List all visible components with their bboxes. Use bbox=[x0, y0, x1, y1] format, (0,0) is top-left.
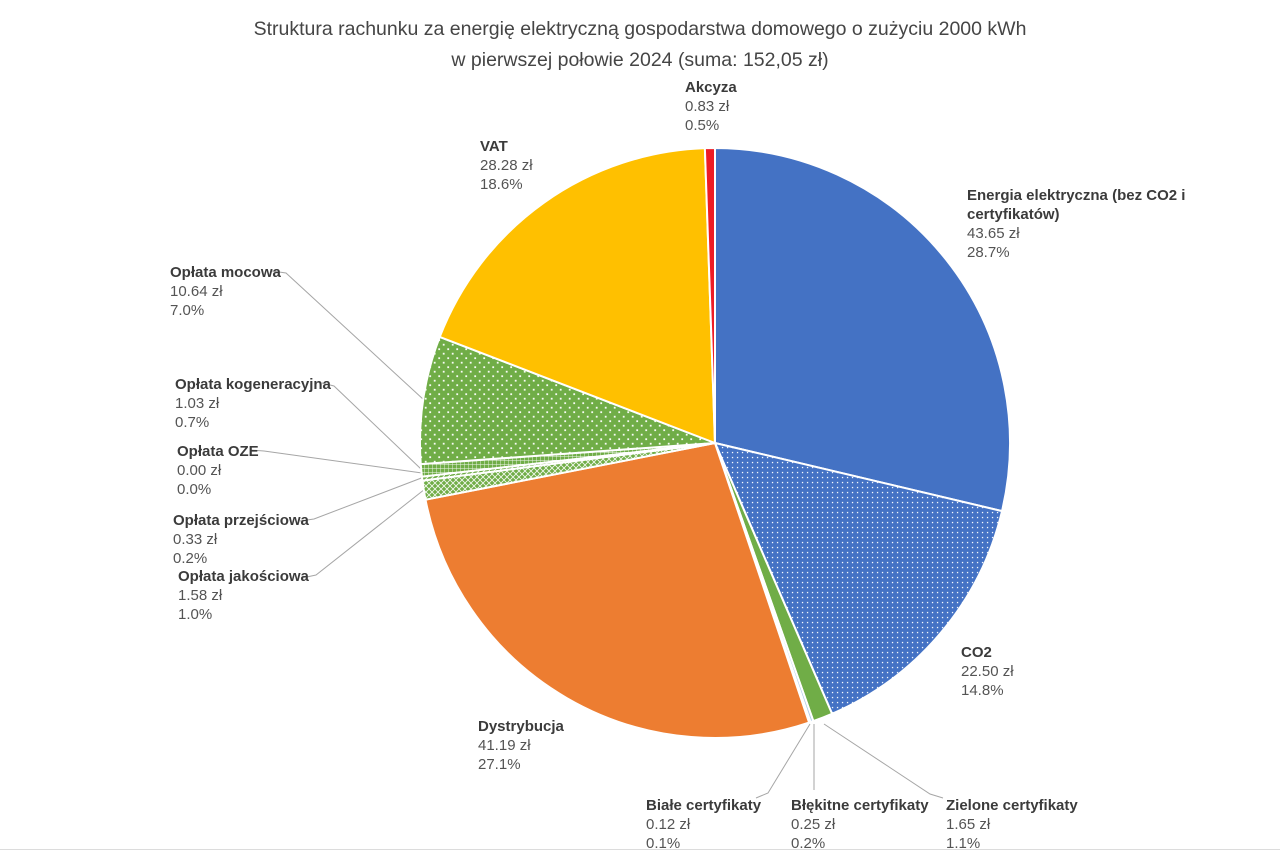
chart-title-line1: Struktura rachunku za energię elektryczn… bbox=[253, 18, 1027, 40]
label-name: Dystrybucja bbox=[478, 718, 564, 735]
label-biale: Białe certyfikaty 0.12 zł 0.1% bbox=[646, 796, 761, 853]
label-co2: CO2 22.50 zł 14.8% bbox=[961, 643, 1014, 700]
label-amount: 0.83 zł bbox=[685, 98, 730, 115]
label-kogeneracyjna: Opłata kogeneracyjna 1.03 zł 0.7% bbox=[175, 375, 331, 432]
leader-line-mocowa bbox=[271, 270, 425, 401]
label-energia: Energia elektryczna (bez CO2 i certyfika… bbox=[967, 186, 1217, 262]
label-name: Zielone certyfikaty bbox=[946, 797, 1078, 814]
label-name: Akcyza bbox=[685, 79, 737, 96]
pie-slice-dystrybucja bbox=[424, 442, 811, 739]
label-name: Białe certyfikaty bbox=[646, 797, 762, 814]
label-blekitne: Błękitne certyfikaty 0.25 zł 0.2% bbox=[791, 796, 929, 853]
label-amount: 10.64 zł bbox=[170, 283, 223, 300]
label-amount: 1.03 zł bbox=[175, 395, 220, 412]
label-zielone: Zielone certyfikaty 1.65 zł 1.1% bbox=[946, 796, 1078, 853]
label-percent: 27.1% bbox=[478, 756, 521, 773]
label-oze: Opłata OZE 0.00 zł 0.0% bbox=[177, 442, 259, 499]
label-amount: 28.28 zł bbox=[480, 157, 533, 174]
label-name: Opłata kogeneracyjna bbox=[175, 376, 331, 393]
label-percent: 1.1% bbox=[946, 835, 981, 852]
label-percent: 14.8% bbox=[961, 682, 1004, 699]
leader-lines bbox=[249, 270, 944, 799]
label-percent: 0.5% bbox=[685, 117, 720, 134]
label-przejsciowa: Opłata przejściowa 0.33 zł 0.2% bbox=[173, 511, 309, 568]
label-percent: 0.0% bbox=[177, 481, 212, 498]
bottom-divider bbox=[0, 849, 1280, 850]
label-akcyza: Akcyza 0.83 zł 0.5% bbox=[685, 78, 737, 135]
label-name: Opłata mocowa bbox=[170, 264, 281, 281]
chart-title: Struktura rachunku za energię elektryczn… bbox=[0, 14, 1280, 76]
label-name: Energia elektryczna (bez CO2 i certyfika… bbox=[967, 187, 1186, 223]
label-amount: 0.33 zł bbox=[173, 531, 218, 548]
pie-slice-co2 bbox=[714, 442, 1004, 715]
leader-line-oze bbox=[249, 449, 423, 474]
label-name: Błękitne certyfikaty bbox=[791, 797, 929, 814]
label-percent: 0.7% bbox=[175, 414, 210, 431]
label-percent: 1.0% bbox=[178, 606, 213, 623]
label-percent: 0.2% bbox=[173, 550, 208, 567]
label-name: Opłata przejściowa bbox=[173, 512, 309, 529]
label-amount: 43.65 zł bbox=[967, 225, 1020, 242]
label-amount: 0.12 zł bbox=[646, 816, 691, 833]
pie-slice-akcyza bbox=[703, 146, 716, 444]
label-percent: 0.2% bbox=[791, 835, 826, 852]
label-name: CO2 bbox=[961, 644, 992, 661]
label-jakosciowa: Opłata jakościowa 1.58 zł 1.0% bbox=[178, 567, 309, 624]
label-percent: 7.0% bbox=[170, 302, 205, 319]
label-name: Opłata jakościowa bbox=[178, 568, 309, 585]
leader-line-jakosciowa bbox=[301, 488, 426, 579]
label-amount: 0.25 zł bbox=[791, 816, 836, 833]
label-mocowa: Opłata mocowa 10.64 zł 7.0% bbox=[170, 263, 281, 320]
label-name: VAT bbox=[480, 138, 508, 155]
pie-slices bbox=[419, 146, 1011, 739]
pie-slice-vat bbox=[438, 147, 716, 444]
label-amount: 41.19 zł bbox=[478, 737, 531, 754]
label-amount: 1.65 zł bbox=[946, 816, 991, 833]
label-amount: 1.58 zł bbox=[178, 587, 223, 604]
label-dystrybucja: Dystrybucja 41.19 zł 27.1% bbox=[478, 717, 564, 774]
leader-line-zielone bbox=[823, 723, 944, 799]
label-name: Opłata OZE bbox=[177, 443, 259, 460]
pie-slice-energia bbox=[714, 147, 1011, 513]
leader-line-kogeneracyjna bbox=[321, 382, 422, 470]
label-amount: 0.00 zł bbox=[177, 462, 222, 479]
label-vat: VAT 28.28 zł 18.6% bbox=[480, 137, 533, 194]
leader-line-biale bbox=[755, 723, 811, 799]
pie-slice-mocowa bbox=[419, 335, 716, 466]
label-percent: 0.1% bbox=[646, 835, 681, 852]
label-amount: 22.50 zł bbox=[961, 663, 1014, 680]
label-percent: 28.7% bbox=[967, 244, 1010, 261]
leader-line-przejsciowa bbox=[299, 476, 425, 522]
chart-title-line2: w pierwszej połowie 2024 (suma: 152,05 z… bbox=[451, 49, 829, 71]
label-percent: 18.6% bbox=[480, 176, 523, 193]
